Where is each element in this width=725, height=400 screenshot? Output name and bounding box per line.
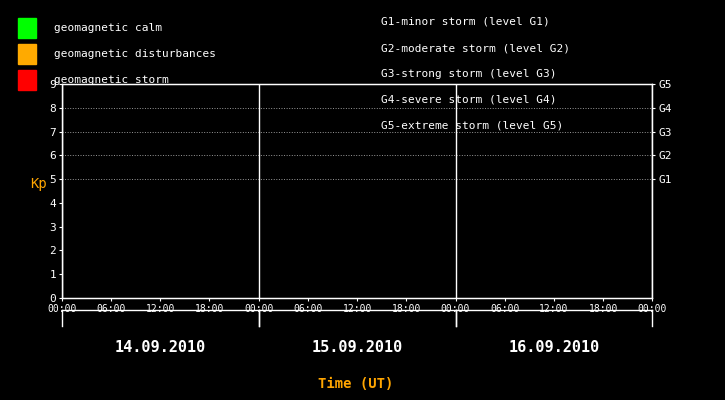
Text: geomagnetic storm: geomagnetic storm (54, 75, 169, 85)
Text: G2-moderate storm (level G2): G2-moderate storm (level G2) (381, 43, 570, 53)
Text: 15.09.2010: 15.09.2010 (312, 340, 402, 356)
Text: Time (UT): Time (UT) (318, 377, 393, 391)
Text: G1-minor storm (level G1): G1-minor storm (level G1) (381, 17, 550, 27)
Text: 16.09.2010: 16.09.2010 (508, 340, 600, 356)
Text: G3-strong storm (level G3): G3-strong storm (level G3) (381, 69, 556, 79)
Text: G4-severe storm (level G4): G4-severe storm (level G4) (381, 95, 556, 105)
Text: G5-extreme storm (level G5): G5-extreme storm (level G5) (381, 121, 563, 131)
Y-axis label: Kp: Kp (30, 177, 46, 191)
Text: geomagnetic disturbances: geomagnetic disturbances (54, 49, 216, 59)
Text: 14.09.2010: 14.09.2010 (115, 340, 206, 356)
Text: geomagnetic calm: geomagnetic calm (54, 23, 162, 33)
